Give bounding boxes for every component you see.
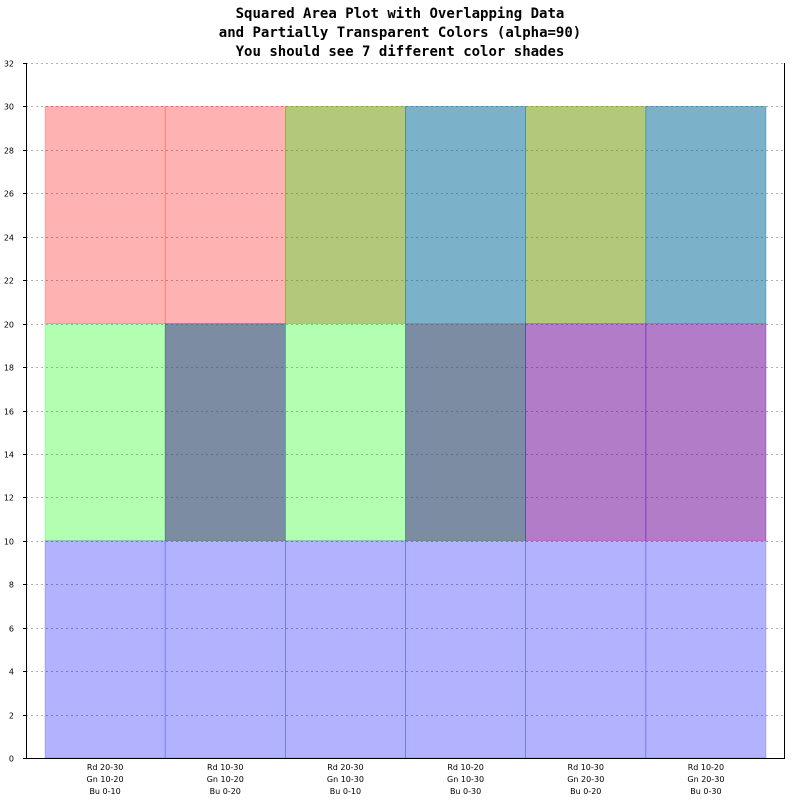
x-category-label: Bu 0-20 [210, 787, 241, 796]
plot-area [44, 106, 767, 759]
y-tick-label: 6 [9, 625, 14, 634]
x-category-label: Rd 10-20 [688, 763, 724, 772]
chart-title-line-3: You should see 7 different color shades [236, 44, 565, 60]
y-tick-label: 8 [9, 581, 14, 590]
x-category-label: Rd 20-30 [327, 763, 363, 772]
area-block-series-2-col-0 [44, 540, 166, 759]
chart-title: Squared Area Plot with Overlapping Data … [219, 6, 581, 60]
area-block-series-0-col-1 [164, 106, 286, 542]
axes [26, 63, 785, 759]
y-tick-label: 2 [9, 712, 14, 721]
y-tick-label: 18 [4, 364, 14, 373]
area-block-series-1-col-3 [405, 106, 526, 542]
y-tick-label: 12 [4, 494, 14, 503]
x-category-label: Bu 0-30 [690, 787, 721, 796]
y-tick-label: 20 [4, 321, 14, 330]
x-category-label: Bu 0-20 [570, 787, 601, 796]
area-block-series-1-col-4 [525, 106, 647, 324]
area-block-series-0-col-4 [525, 106, 647, 542]
area-block-series-0-col-0 [44, 106, 166, 324]
area-block-series-1-col-5 [645, 106, 767, 324]
area-block-series-2-col-2 [285, 540, 406, 759]
area-block-series-0-col-5 [645, 323, 767, 542]
x-category-label: Bu 0-10 [89, 787, 120, 796]
grid [26, 63, 784, 716]
area-block-series-1-col-0 [44, 323, 166, 542]
area-block-series-2-col-1 [164, 323, 286, 759]
x-category-label: Rd 10-20 [447, 763, 483, 772]
chart-title-line-2: and Partially Transparent Colors (alpha=… [219, 25, 581, 41]
x-category-label: Gn 10-30 [447, 775, 484, 784]
y-tick-label: 24 [4, 234, 14, 243]
area-block-series-2-col-4 [525, 323, 647, 759]
area-block-series-1-col-2 [285, 106, 406, 542]
x-category-label: Gn 20-30 [567, 775, 604, 784]
y-tick-label: 0 [9, 755, 14, 764]
x-category-label: Bu 0-30 [450, 787, 481, 796]
x-category-label: Rd 20-30 [87, 763, 123, 772]
y-tick-label: 22 [4, 277, 14, 286]
chart-title-line-1: Squared Area Plot with Overlapping Data [236, 6, 565, 22]
x-category-label: Gn 20-30 [687, 775, 724, 784]
x-category-label: Bu 0-10 [330, 787, 361, 796]
y-tick-label: 4 [9, 668, 14, 677]
y-tick-label: 32 [4, 60, 14, 69]
x-category-label: Rd 10-30 [568, 763, 604, 772]
y-tick-label: 16 [4, 408, 14, 417]
y-tick-label: 14 [4, 451, 14, 460]
y-tick-label: 30 [4, 103, 14, 112]
y-tick-label: 28 [4, 147, 14, 156]
x-axis-categories: Rd 20-30 Gn 10-20 Bu 0-10 Rd 10-30 Gn 10-20 B… [87, 763, 725, 796]
x-category-label: Rd 10-30 [207, 763, 243, 772]
x-category-label: Gn 10-20 [87, 775, 124, 784]
area-block-series-1-col-1 [164, 323, 286, 542]
y-tick-label: 26 [4, 190, 14, 199]
x-category-label: Gn 10-30 [327, 775, 364, 784]
area-block-series-2-col-3 [405, 106, 526, 759]
area-block-series-0-col-2 [285, 106, 406, 324]
x-category-label: Gn 10-20 [207, 775, 244, 784]
y-tick-label: 10 [4, 538, 14, 547]
area-block-series-2-col-5 [645, 106, 767, 759]
area-block-series-0-col-3 [405, 323, 526, 542]
